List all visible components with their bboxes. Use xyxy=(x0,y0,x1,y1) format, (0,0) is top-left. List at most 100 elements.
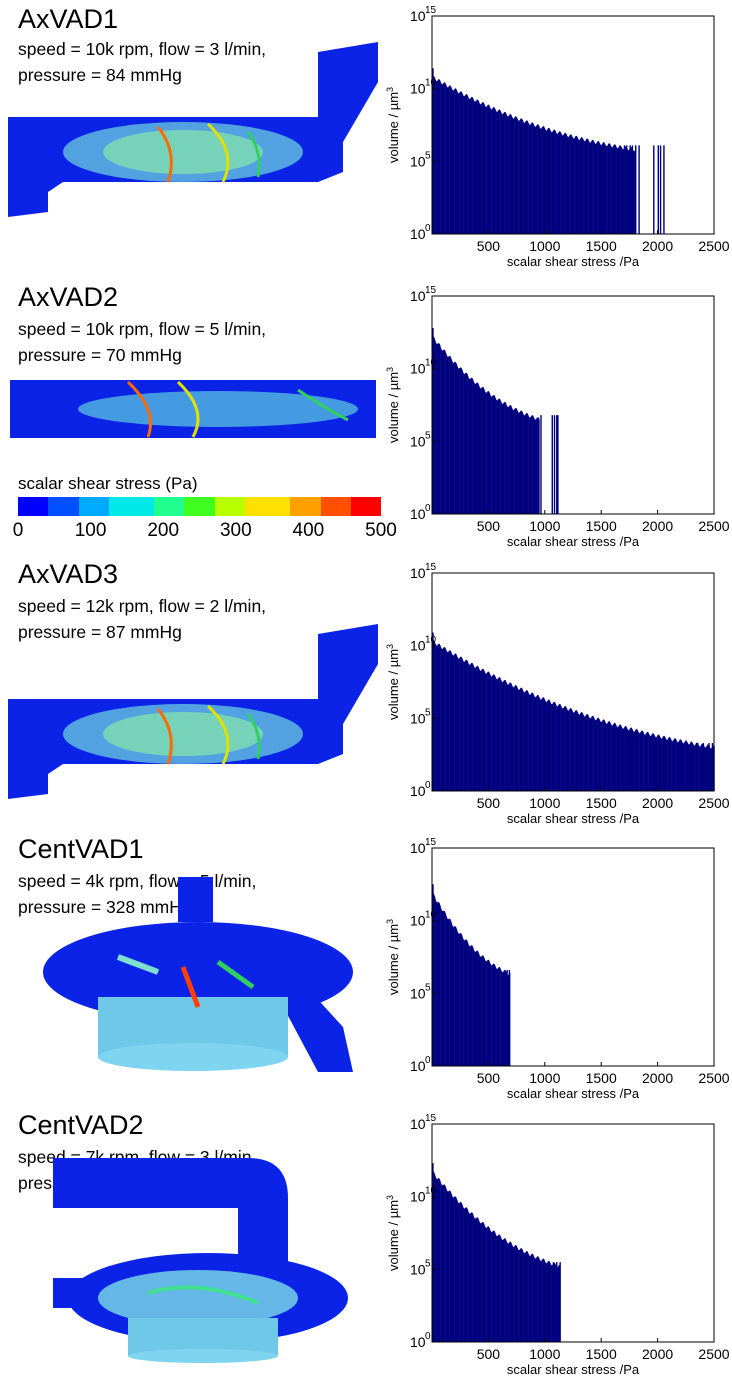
histogram-bar xyxy=(657,735,658,791)
histogram-bar xyxy=(588,141,590,234)
histogram-bar xyxy=(564,132,566,234)
histogram-bar xyxy=(665,738,667,791)
histogram-bar xyxy=(553,129,555,234)
histogram-bar xyxy=(458,658,459,791)
histogram-bar xyxy=(462,660,464,791)
histogram-bar xyxy=(437,902,439,1066)
histogram-bar xyxy=(471,1212,472,1342)
y-tick-label: 10 xyxy=(410,565,426,581)
histogram-bar xyxy=(506,115,508,234)
histogram-bar xyxy=(479,1223,481,1342)
histogram-bar xyxy=(545,1263,547,1342)
histogram-bar xyxy=(511,1245,513,1342)
histogram-bar xyxy=(666,739,668,791)
histogram-bar xyxy=(501,113,503,234)
histogram-bar xyxy=(441,350,443,514)
histogram-bar xyxy=(536,125,537,234)
histogram-bar xyxy=(598,719,600,791)
histogram-bar xyxy=(525,690,527,791)
histogram-bar xyxy=(490,108,491,234)
histogram-bar xyxy=(487,671,489,791)
histogram-bar xyxy=(587,714,589,791)
histogram-bar xyxy=(489,106,491,234)
histogram-bar xyxy=(562,135,564,234)
histogram-bar xyxy=(631,728,633,791)
histogram-bar xyxy=(467,95,468,234)
histogram-bar xyxy=(451,88,453,235)
histogram-bar xyxy=(492,107,494,234)
histogram-bar xyxy=(494,107,496,234)
histogram-bar xyxy=(501,1239,503,1342)
y-tick-exponent: 5 xyxy=(425,430,431,441)
histogram-bar xyxy=(527,121,529,234)
y-tick-label: 10 xyxy=(410,710,426,726)
histogram-bar xyxy=(521,687,523,791)
histogram-bar xyxy=(661,738,663,791)
histogram-bar xyxy=(448,650,450,791)
histogram-bar xyxy=(540,128,542,234)
histogram-bar xyxy=(688,744,690,791)
histogram-bar xyxy=(619,145,620,234)
histogram-bar xyxy=(505,402,506,514)
histogram-bar xyxy=(540,1260,542,1342)
histogram-bar xyxy=(684,741,686,791)
histogram-bar xyxy=(501,403,503,514)
histogram-bar xyxy=(463,373,464,514)
histogram-bar xyxy=(459,658,460,791)
histogram-bar xyxy=(508,683,510,791)
histogram-bar xyxy=(620,725,622,791)
histogram-bar xyxy=(470,378,472,514)
histogram-bar xyxy=(671,740,673,791)
pump-name: CentVAD2 xyxy=(18,1110,144,1140)
histogram-bar xyxy=(520,687,522,791)
histogram-bar xyxy=(501,1238,502,1342)
histogram-bar xyxy=(555,1264,556,1342)
histogram-bar xyxy=(660,737,662,791)
histogram-bar xyxy=(467,662,469,791)
histogram-bar xyxy=(466,1208,468,1342)
histogram-bar xyxy=(524,414,526,514)
histogram-bar xyxy=(491,965,492,1066)
histogram-bar xyxy=(531,122,533,234)
histogram-bar xyxy=(530,694,532,791)
histogram-bar xyxy=(481,387,482,514)
histogram-bar xyxy=(436,81,437,234)
histogram-bar xyxy=(554,702,556,791)
histogram-bar xyxy=(468,377,469,514)
histogram-bar xyxy=(447,87,449,235)
histogram-bar xyxy=(448,1190,450,1342)
histogram-bar xyxy=(458,1203,460,1342)
histogram-bar xyxy=(502,972,504,1066)
histogram-bar xyxy=(471,945,472,1066)
histogram-bar xyxy=(555,132,557,234)
x-tick-label: 1500 xyxy=(586,795,617,811)
histogram-bar xyxy=(616,725,617,791)
histogram-bar xyxy=(609,721,611,791)
colorbar-segment xyxy=(108,497,125,516)
histogram-bar xyxy=(519,412,521,514)
histogram-bar xyxy=(451,360,453,514)
histogram-bar xyxy=(443,82,445,234)
histogram-bar xyxy=(438,902,440,1066)
histogram-bar xyxy=(587,714,588,791)
y-tick-exponent: 0 xyxy=(425,223,431,234)
histogram-bar xyxy=(528,122,529,234)
histogram-bar xyxy=(536,124,538,234)
histogram-bar xyxy=(496,111,498,234)
histogram-bar xyxy=(622,149,624,234)
histogram-bar xyxy=(499,399,501,514)
histogram-bar xyxy=(457,366,459,514)
histogram-bar xyxy=(459,657,461,791)
histogram-bar xyxy=(498,677,500,791)
histogram-bar xyxy=(444,647,446,791)
histogram-bar xyxy=(491,676,492,791)
histogram-bar xyxy=(520,118,522,234)
histogram-bar xyxy=(593,141,595,234)
histogram-bar xyxy=(482,955,484,1066)
histogram-bar xyxy=(551,704,553,791)
colorbar-tick-label: 0 xyxy=(12,520,24,541)
histogram-bar xyxy=(493,1230,495,1342)
histogram-bar xyxy=(516,1246,518,1342)
histogram-bar xyxy=(629,743,631,791)
